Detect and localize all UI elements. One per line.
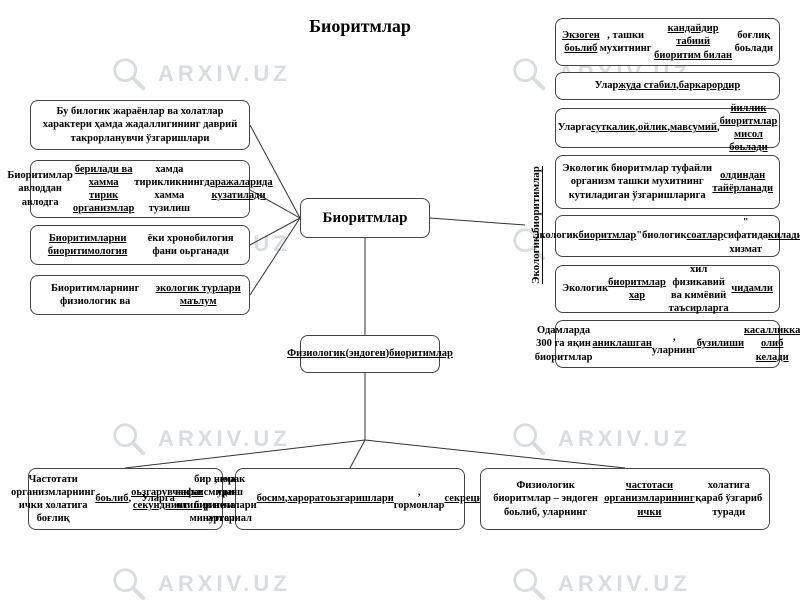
watermark: ARXIV.UZ [110,565,291,603]
right-node-5: Экологик биоритмлар хар хил физикавий ва… [555,265,780,313]
mid-node: Физиологик (эндоген) биоритимлар [300,335,440,373]
right-node-0: Экзоген боьлиб, ташки мухитнинг кандайди… [555,18,780,66]
left-node-2: Биоритимларни биоритимология ёки хроноби… [30,225,250,265]
watermark: ARXIV.UZ [110,55,291,93]
right-node-3: Экологик биоритмлар туфайли организм таш… [555,155,780,209]
left-node-0: Бу билогик жараёнлар ва холатлар характе… [30,100,250,150]
right-node-2: Уларга суткалик, ойлик, мавсумий, йиллик… [555,108,780,148]
right-node-4: Экологик биоритмлар "биологик соатлар" с… [555,215,780,257]
bottom-node-1: Уларга нафас олиш, юрак уриш ритимлари а… [235,468,465,530]
watermark: ARXIV.UZ [110,420,291,458]
right-group-label: Экологик биоритимлар [530,135,542,315]
left-node-3: Биоритимларнинг физиологик ва экологик т… [30,275,250,315]
center-node: Биоритмлар [300,198,430,238]
right-node-6: Одамларда 300 га яқин биоритмлар аниклаш… [555,320,780,368]
left-node-1: Биоритимлар авлоддан авлодга берилади ва… [30,160,250,218]
watermark: ARXIV.UZ [510,420,691,458]
page-title: Биоритмлар [300,16,420,37]
bottom-node-2: Физиологик биоритмлар – эндоген боьлиб, … [480,468,770,530]
right-node-1: Улар жуда стабил, баркарордир [555,72,780,100]
watermark: ARXIV.UZ [510,565,691,603]
